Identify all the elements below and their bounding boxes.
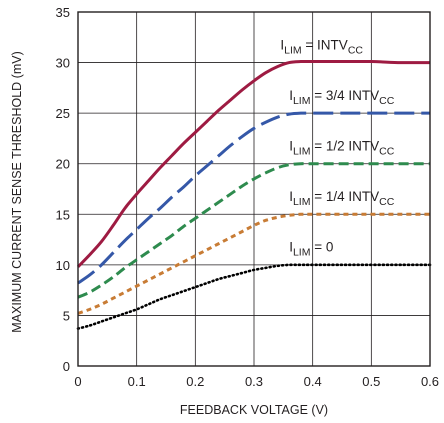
series-line-ilim-3-4-intvcc bbox=[77, 111, 430, 285]
x-axis-label: FEEDBACK VOLTAGE (V) bbox=[180, 403, 328, 417]
y-tick-label: 30 bbox=[56, 56, 70, 71]
x-tick-label: 0.1 bbox=[128, 374, 146, 389]
y-tick-labels: 0 5 10 15 20 25 30 35 bbox=[56, 5, 70, 374]
series-labels: ILIM = INTVCC ILIM = 3/4 INTVCC ILIM = 1/2… bbox=[280, 37, 394, 258]
x-tick-labels: 0 0.1 0.2 0.3 0.4 0.5 0.6 bbox=[74, 374, 439, 389]
y-tick-label: 15 bbox=[56, 207, 70, 222]
series-line-ilim-1-4-intvcc bbox=[77, 212, 430, 315]
plot-border bbox=[77, 11, 431, 367]
series-layer bbox=[76, 59, 432, 330]
y-tick-label: 0 bbox=[63, 359, 70, 374]
x-tick-label: 0.3 bbox=[245, 374, 263, 389]
y-tick-label: 20 bbox=[56, 157, 70, 172]
series-label-ilim-0: ILIM = 0 bbox=[289, 240, 333, 259]
x-tick-label: 0.5 bbox=[362, 374, 380, 389]
series-line-ilim-intvcc bbox=[76, 59, 431, 268]
series-line-ilim-1-2-intvcc bbox=[77, 162, 430, 299]
y-tick-label: 10 bbox=[56, 258, 70, 273]
y-tick-label: 5 bbox=[63, 308, 70, 323]
x-tick-label: 0.6 bbox=[421, 374, 439, 389]
series-label-ilim-1-4-intvcc: ILIM = 1/4 INTVCC bbox=[289, 189, 395, 208]
plot-frame bbox=[77, 11, 431, 367]
y-tick-label: 35 bbox=[56, 5, 70, 20]
y-axis-label: MAXIMUM CURRENT SENSE THRESHOLD (mV) bbox=[10, 51, 24, 333]
series-label-ilim-3-4-intvcc: ILIM = 3/4 INTVCC bbox=[289, 88, 395, 107]
series-line-ilim-0 bbox=[76, 263, 432, 330]
x-tick-label: 0.2 bbox=[186, 374, 204, 389]
x-tick-label: 0 bbox=[74, 374, 81, 389]
y-tick-label: 25 bbox=[56, 106, 70, 121]
x-tick-label: 0.4 bbox=[304, 374, 322, 389]
series-label-ilim-intvcc: ILIM = INTVCC bbox=[280, 37, 363, 56]
series-label-ilim-1-2-intvcc: ILIM = 1/2 INTVCC bbox=[289, 139, 395, 158]
